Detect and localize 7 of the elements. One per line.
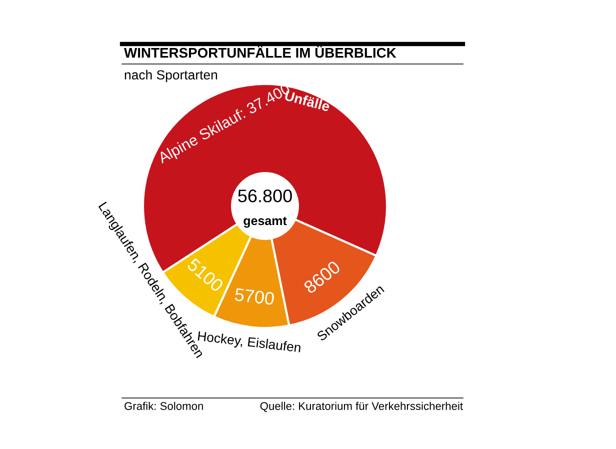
chart-title: WINTERSPORTUNFÄLLE IM ÜBERBLICK <box>124 46 396 58</box>
chart-subtitle: nach Sportarten <box>124 70 218 82</box>
data-label: 5700 <box>234 288 274 306</box>
text: gesamt <box>244 216 287 228</box>
text: 56.800 <box>238 190 292 202</box>
text: Grafik: Solomon <box>124 402 203 410</box>
source-note: Quelle: Kuratorium für Verkehrssicherheit <box>260 402 463 412</box>
